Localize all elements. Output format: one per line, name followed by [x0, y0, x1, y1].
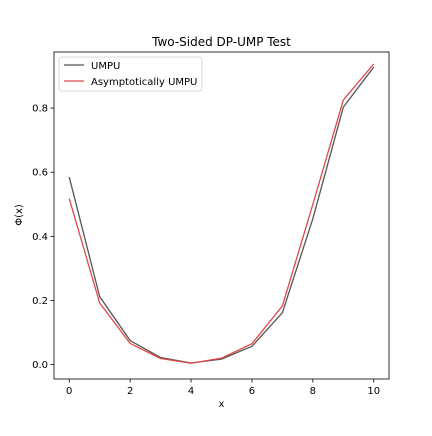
plot-layer: [68, 63, 375, 364]
x-tick-label: 6: [249, 386, 255, 397]
plot-frame: [53, 51, 390, 380]
x-tick-label: 2: [127, 386, 133, 397]
x-tick-label: 8: [310, 386, 316, 397]
ticks-layer: 0 2 4 6 8 10 0.0 0.2 0.4 0.6 0.8: [32, 104, 380, 397]
legend-label-asymptotically-umpu: Asymptotically UMPU: [91, 77, 197, 88]
legend-label-umpu: UMPU: [91, 61, 120, 72]
y-tick-label: 0.8: [32, 104, 48, 115]
y-tick-label: 0.0: [32, 360, 48, 371]
series-line-0: [68, 66, 375, 364]
legend-box: [58, 56, 203, 92]
x-axis-label: x: [219, 399, 225, 410]
series-line-1: [68, 63, 375, 364]
y-axis-label: Φ(x): [14, 204, 25, 226]
x-tick-label: 0: [66, 386, 72, 397]
chart-title: Two-Sided DP-UMP Test: [151, 35, 291, 49]
y-tick-label: 0.2: [32, 296, 48, 307]
y-tick-label: 0.6: [32, 168, 48, 179]
y-tick-label: 0.4: [32, 232, 48, 243]
x-tick-label: 4: [188, 386, 194, 397]
legend: UMPU Asymptotically UMPU: [58, 56, 203, 92]
x-tick-label: 10: [367, 386, 380, 397]
